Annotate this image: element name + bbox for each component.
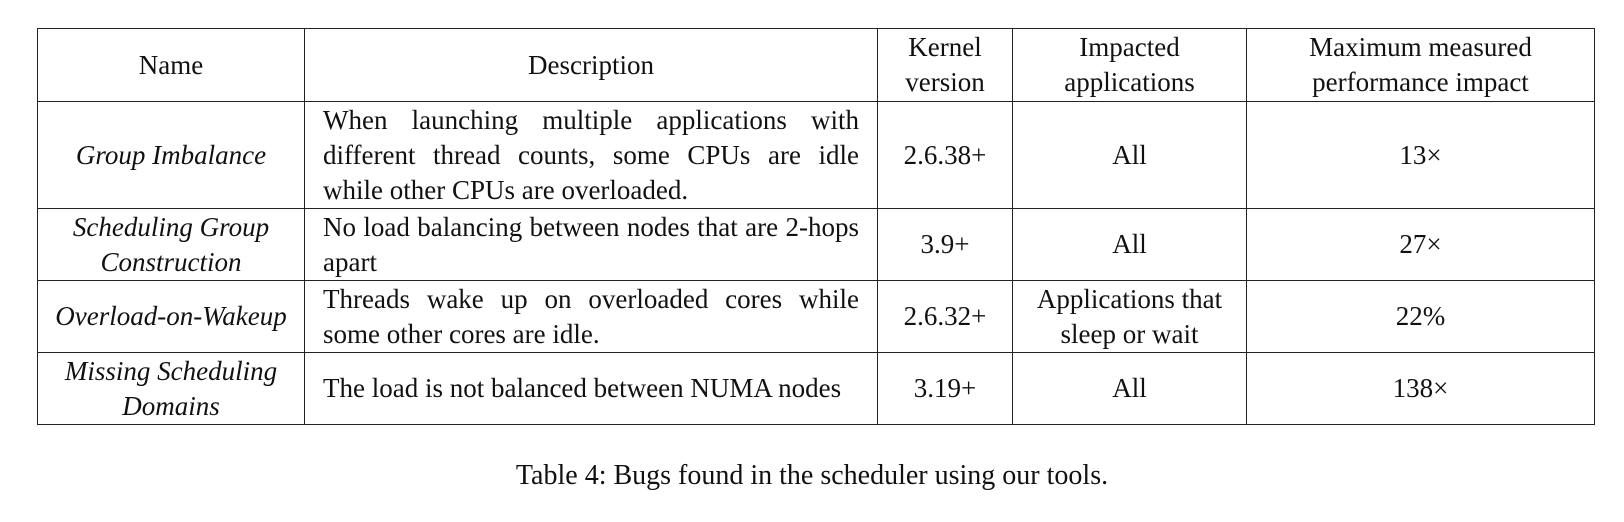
kernel-version: 3.9+ xyxy=(877,208,1013,281)
performance-impact: 13× xyxy=(1246,101,1595,209)
bug-description: The load is not balanced between NUMA no… xyxy=(304,352,878,425)
table-row: Scheduling Group Construction No load ba… xyxy=(37,208,1595,281)
header-kernel-version: Kernel version xyxy=(877,28,1013,102)
table-row: Missing Scheduling Domains The load is n… xyxy=(37,352,1595,425)
performance-impact: 27× xyxy=(1246,208,1595,281)
kernel-version: 2.6.32+ xyxy=(877,280,1013,353)
kernel-version: 2.6.38+ xyxy=(877,101,1013,209)
kernel-version: 3.19+ xyxy=(877,352,1013,425)
table-row: Group Imbalance When launching multiple … xyxy=(37,101,1595,209)
header-name: Name xyxy=(37,28,305,102)
bug-name: Scheduling Group Construction xyxy=(37,208,305,281)
impacted-applications: All xyxy=(1012,352,1247,425)
bug-name: Overload-on-Wakeup xyxy=(37,280,305,353)
bug-name: Group Imbalance xyxy=(37,101,305,209)
bug-description: No load balancing between nodes that are… xyxy=(304,208,878,281)
performance-impact: 138× xyxy=(1246,352,1595,425)
header-description: Description xyxy=(304,28,878,102)
bug-description: Threads wake up on overloaded cores whil… xyxy=(304,280,878,353)
bugs-table: Name Description Kernel version Impacted… xyxy=(37,28,1595,425)
header-impacted-applications: Impacted applications xyxy=(1012,28,1247,102)
impacted-applications: Applications that sleep or wait xyxy=(1012,280,1247,353)
bug-name: Missing Scheduling Domains xyxy=(37,352,305,425)
impacted-applications: All xyxy=(1012,101,1247,209)
impacted-applications: All xyxy=(1012,208,1247,281)
performance-impact: 22% xyxy=(1246,280,1595,353)
table-row: Overload-on-Wakeup Threads wake up on ov… xyxy=(37,280,1595,353)
table-caption: Table 4: Bugs found in the scheduler usi… xyxy=(515,460,1109,491)
bug-description: When launching multiple applications wit… xyxy=(304,101,878,209)
table-header-row: Name Description Kernel version Impacted… xyxy=(37,28,1595,102)
header-performance-impact: Maximum measured performance impact xyxy=(1246,28,1595,102)
